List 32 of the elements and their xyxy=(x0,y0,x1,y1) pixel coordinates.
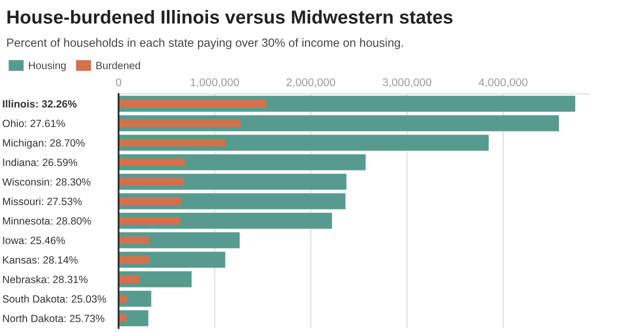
x-tick-label: 0 xyxy=(116,78,122,86)
y-tick-label: Wisconsin: 28.30% xyxy=(2,178,90,186)
bar xyxy=(118,139,226,146)
y-tick-label: South Dakota: 25.03% xyxy=(2,294,106,303)
bar xyxy=(118,120,241,127)
chart-title: House-burdened Illinois versus Midwestern states xyxy=(7,10,452,24)
y-tick-label: North Dakota: 25.73% xyxy=(3,314,104,322)
bar xyxy=(118,256,150,264)
legend-label: Burdened xyxy=(96,62,140,70)
y-tick-label: Illinois: 32.26% xyxy=(2,100,77,108)
bar xyxy=(118,314,126,322)
y-tick-label: Iowa: 25.46% xyxy=(3,236,65,244)
y-tick-label: Nebraska: 28.31% xyxy=(3,275,88,284)
y-tick-label: Kansas: 28.14% xyxy=(3,256,78,264)
y-tick-label: Missouri: 27.53% xyxy=(3,197,82,206)
bar xyxy=(118,158,185,166)
bar xyxy=(118,198,182,205)
x-tick-label: 3,000,000 xyxy=(382,78,432,88)
y-tick-label: Ohio: 27.61% xyxy=(2,119,65,128)
y-tick-label: Indiana: 26.59% xyxy=(3,158,78,166)
bar xyxy=(118,100,267,108)
legend-label: Housing xyxy=(28,62,66,72)
bar xyxy=(118,236,150,244)
x-tick-label: 4,000,000 xyxy=(478,78,528,88)
bar xyxy=(118,178,184,186)
bar xyxy=(118,217,180,224)
bar xyxy=(118,276,140,283)
y-tick-label: Michigan: 28.70% xyxy=(3,138,85,149)
y-tick-label: Minnesota: 28.80% xyxy=(3,216,92,225)
chart-subtitle: Percent of households in each state paying over 30% of income on housing. xyxy=(7,38,403,50)
x-tick-label: 1,000,000 xyxy=(190,78,239,88)
x-tick-label: 2,000,000 xyxy=(286,78,336,88)
